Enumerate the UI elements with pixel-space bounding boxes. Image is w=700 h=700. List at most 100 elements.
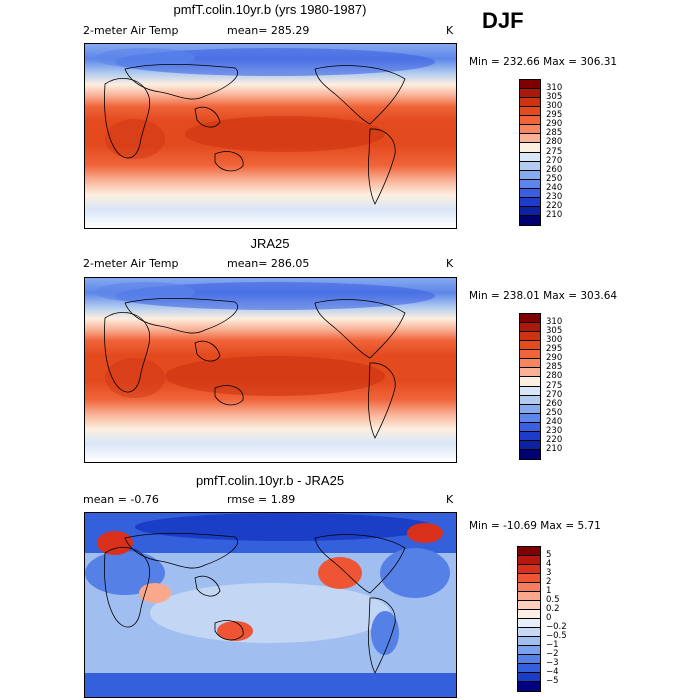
colorbar-segment: [520, 98, 540, 108]
panel3-rmse-label: rmse = 1.89: [227, 493, 296, 506]
colorbar-segment: [520, 197, 540, 207]
colorbar-tick-label: 275: [546, 146, 563, 157]
colorbar-tick-label: 250: [546, 407, 563, 418]
colorbar-tick-label: 220: [546, 200, 563, 211]
colorbar-tick-label: 310: [546, 83, 563, 94]
panel2-minmax: Min = 238.01 Max = 303.64: [469, 290, 618, 302]
colorbar-tick-label: −4: [546, 667, 559, 677]
colorbar-segment: [518, 547, 540, 556]
colorbar-segment: [518, 592, 540, 601]
colorbar-segment: [520, 377, 540, 387]
colorbar-tick-label: 210: [546, 209, 563, 220]
colorbar-segment: [520, 314, 540, 324]
colorbar-segment: [518, 601, 540, 610]
colorbar-segment: [520, 341, 540, 351]
colorbar-segment: [518, 610, 540, 619]
colorbar-segment: [518, 574, 540, 583]
colorbar-tick-label: 285: [546, 362, 563, 373]
colorbar-tick-label: 270: [546, 389, 563, 400]
colorbar-tick-label: 0.2: [546, 604, 560, 614]
colorbar-segment: [520, 161, 540, 171]
colorbar-tick-label: 250: [546, 173, 563, 184]
colorbar-tick-label: −5: [546, 676, 559, 686]
colorbar-tick-label: 290: [546, 119, 563, 130]
colorbar-tick-label: 230: [546, 425, 563, 436]
colorbar-segment: [520, 449, 540, 459]
colorbar-segment: [520, 125, 540, 135]
colorbar-segment: [518, 655, 540, 664]
colorbar-tick-label: 275: [546, 380, 563, 391]
colorbar-segment: [520, 206, 540, 216]
colorbar-tick-label: 3: [546, 568, 552, 578]
colorbar-tick-label: 295: [546, 344, 563, 355]
panel3-mean-label: mean = -0.76: [83, 493, 159, 506]
colorbar-segment: [520, 143, 540, 153]
colorbar-tick-label: 260: [546, 164, 563, 175]
panel3-map: [84, 512, 457, 698]
panel3-minmax: Min = -10.69 Max = 5.71: [469, 520, 601, 532]
colorbar-tick-label: −0.2: [546, 622, 567, 632]
colorbar-tick-label: 280: [546, 371, 563, 382]
colorbar-tick-label: −1: [546, 640, 559, 650]
panel1-title: pmfT.colin.10yr.b (yrs 1980-1987): [173, 2, 367, 17]
colorbar-tick-label: 210: [546, 443, 563, 454]
season-label: DJF: [482, 8, 524, 33]
panel2-map-svg: [85, 278, 456, 462]
colorbar-tick-label: 0.5: [546, 595, 560, 605]
panel2-mean-label: mean= 286.05: [227, 257, 310, 270]
colorbar-tick-label: 240: [546, 182, 563, 193]
colorbar-segment: [520, 368, 540, 378]
colorbar-segment: [520, 323, 540, 333]
colorbar-tick-label: −3: [546, 658, 559, 668]
colorbar-segment: [518, 628, 540, 637]
colorbar-segment: [518, 682, 540, 691]
colorbar-segment: [518, 637, 540, 646]
colorbar-segment: [518, 583, 540, 592]
colorbar-segment: [520, 107, 540, 117]
panel1-map-svg: [85, 44, 456, 228]
colorbar-tick-label: 270: [546, 155, 563, 166]
colorbar-segment: [520, 350, 540, 360]
panel3-colorbar: [517, 546, 541, 692]
colorbar-segment: [520, 170, 540, 180]
colorbar-segment: [520, 422, 540, 432]
colorbar-tick-label: 305: [546, 326, 563, 337]
panel2-unit-label: K: [446, 257, 454, 270]
colorbar-tick-label: 240: [546, 416, 563, 427]
colorbar-segment: [520, 332, 540, 342]
colorbar-tick-label: −0.5: [546, 631, 567, 641]
colorbar-tick-label: 260: [546, 398, 563, 409]
colorbar-tick-label: 290: [546, 353, 563, 364]
colorbar-tick-label: 280: [546, 137, 563, 148]
colorbar-segment: [518, 565, 540, 574]
colorbar-tick-label: −2: [546, 649, 559, 659]
colorbar-tick-label: 295: [546, 110, 563, 121]
colorbar-segment: [520, 80, 540, 90]
panel1-variable-label: 2-meter Air Temp: [83, 24, 179, 37]
colorbar-segment: [518, 646, 540, 655]
panel2-colorbar: [519, 313, 541, 460]
colorbar-segment: [520, 395, 540, 405]
colorbar-segment: [520, 116, 540, 126]
panel1-minmax: Min = 232.66 Max = 306.31: [469, 56, 618, 68]
colorbar-segment: [518, 619, 540, 628]
colorbar-tick-label: 310: [546, 317, 563, 328]
colorbar-tick-label: 2: [546, 577, 552, 587]
colorbar-tick-label: 285: [546, 128, 563, 139]
colorbar-segment: [520, 152, 540, 162]
panel3-map-svg: [85, 513, 456, 697]
panel1-unit-label: K: [446, 24, 454, 37]
colorbar-segment: [520, 215, 540, 225]
colorbar-segment: [520, 413, 540, 423]
colorbar-segment: [520, 440, 540, 450]
colorbar-segment: [520, 134, 540, 144]
panel1-map: [84, 43, 457, 229]
colorbar-tick-label: 300: [546, 101, 563, 112]
colorbar-segment: [520, 89, 540, 99]
colorbar-tick-label: 220: [546, 434, 563, 445]
panel3-unit-label: K: [446, 493, 454, 506]
panel3-title: pmfT.colin.10yr.b - JRA25: [195, 473, 345, 488]
panel1-colorbar: [519, 79, 541, 226]
colorbar-segment: [518, 556, 540, 565]
panel2-map: [84, 277, 457, 463]
